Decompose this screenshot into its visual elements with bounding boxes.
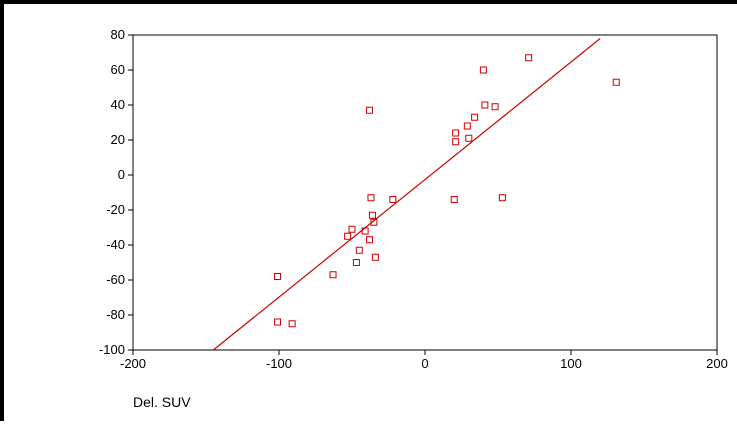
data-point	[361, 227, 369, 235]
x-tick-label: 200	[706, 356, 728, 371]
regression-line	[212, 38, 601, 351]
y-tick-label: 60	[111, 62, 125, 77]
data-point	[463, 122, 471, 130]
data-point	[368, 211, 376, 219]
plot-area	[132, 34, 718, 351]
y-tick-label: 20	[111, 132, 125, 147]
x-tick-label: -100	[266, 356, 292, 371]
data-point	[452, 129, 460, 137]
y-tick-label: -80	[106, 307, 125, 322]
data-point	[452, 138, 460, 146]
x-tick-label: 0	[421, 356, 428, 371]
y-tick-label: -20	[106, 202, 125, 217]
data-point	[352, 259, 360, 266]
data-point	[479, 66, 487, 74]
x-axis-label: Del. SUV	[133, 394, 191, 410]
data-point	[371, 253, 379, 261]
data-point	[329, 271, 337, 279]
data-point	[498, 194, 506, 202]
data-point	[367, 194, 375, 202]
data-point	[348, 225, 356, 233]
data-point	[355, 246, 363, 254]
data-point	[274, 273, 282, 280]
regression-line-layer	[212, 38, 601, 351]
data-point	[366, 236, 374, 244]
data-point	[525, 54, 533, 62]
data-point	[274, 318, 282, 326]
data-point	[366, 106, 374, 114]
data-point	[491, 103, 499, 111]
y-tick-label: 40	[111, 97, 125, 112]
y-tick-label: -40	[106, 237, 125, 252]
y-tick-label: -100	[99, 342, 125, 357]
data-point	[389, 196, 397, 203]
data-point	[465, 134, 473, 142]
x-tick-label: -200	[120, 356, 146, 371]
data-point	[450, 196, 458, 203]
data-point	[481, 101, 489, 109]
data-point	[612, 78, 620, 86]
y-tick-label: -60	[106, 272, 125, 287]
data-point	[288, 320, 296, 328]
data-point	[344, 232, 352, 240]
y-tick-label: 0	[118, 167, 125, 182]
data-point	[370, 218, 378, 226]
data-points	[274, 54, 620, 328]
data-point	[471, 113, 479, 121]
x-tick-label: 100	[560, 356, 582, 371]
y-tick-label: 80	[111, 27, 125, 42]
